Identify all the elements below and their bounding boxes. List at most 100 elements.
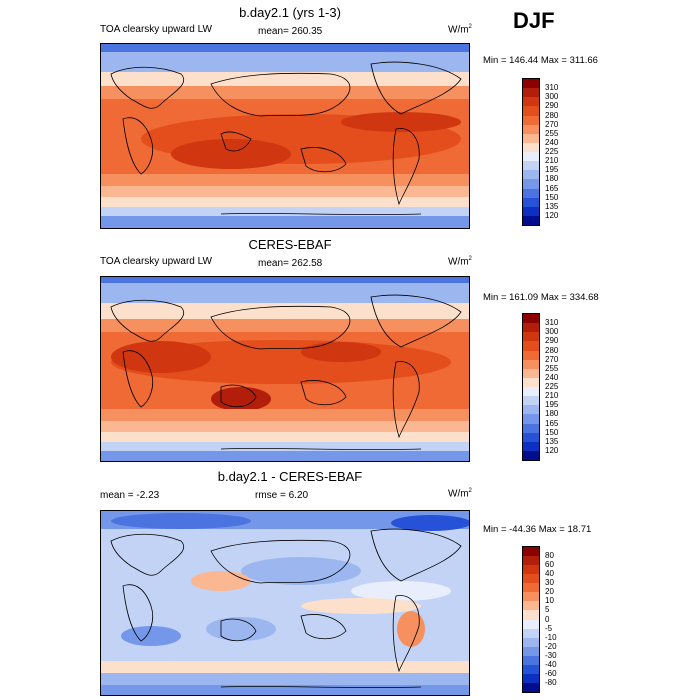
colorbar-swatch <box>523 637 539 647</box>
colorbar-swatch <box>523 206 539 216</box>
colorbar-tick-label: -60 <box>545 668 557 678</box>
panel3-map <box>100 510 470 696</box>
colorbar-tick-label: 180 <box>545 409 559 419</box>
colorbar-tick-label: 270 <box>545 354 559 364</box>
colorbar-tick-label: 5 <box>545 605 550 615</box>
colorbar-swatch <box>523 673 539 683</box>
panel2-units: W/m2 <box>448 256 472 268</box>
colorbar-tick-label: 225 <box>545 147 559 156</box>
colorbar-tick-label: 150 <box>545 427 559 437</box>
colorbar-swatch <box>523 350 539 360</box>
colorbar-tick-label: 240 <box>545 372 559 382</box>
panel3-title: b.day2.1 - CERES-EBAF <box>217 469 363 484</box>
colorbar-swatch <box>523 188 539 198</box>
colorbar-swatch <box>523 97 539 107</box>
colorbar-tick-label: 225 <box>545 382 559 391</box>
colorbar-tick-label: -5 <box>545 623 553 633</box>
colorbar-tick-label: 255 <box>545 363 559 373</box>
colorbar-tick-label: 10 <box>545 596 554 606</box>
colorbar-swatch <box>523 664 539 674</box>
colorbar-swatch <box>523 396 539 406</box>
colorbar-swatch <box>523 655 539 665</box>
colorbar-swatch <box>523 432 539 442</box>
colorbar-tick-label: 30 <box>545 578 554 588</box>
colorbar-tick-label: 165 <box>545 418 559 428</box>
colorbar-tick-label: 165 <box>545 183 559 193</box>
colorbar-swatch <box>523 387 539 397</box>
colorbar-swatch <box>523 368 539 378</box>
panel1-units: W/m2 <box>448 24 472 36</box>
colorbar-tick-label: 290 <box>545 101 559 111</box>
colorbar-swatch <box>523 124 539 134</box>
colorbar-swatch <box>523 556 539 566</box>
colorbar-swatch <box>523 423 539 433</box>
colorbar-swatch <box>523 152 539 162</box>
panel2-minmax: Min = 161.09 Max = 334.68 <box>483 292 599 303</box>
colorbar-tick-label: -80 <box>545 677 557 687</box>
colorbar-swatch <box>523 170 539 180</box>
colorbar-tick-label: 290 <box>545 336 559 346</box>
colorbar-tick-label: 210 <box>545 156 559 166</box>
colorbar-tick-label: 20 <box>545 587 554 597</box>
panel3-colorbar <box>522 546 540 693</box>
colorbar-swatch <box>523 341 539 351</box>
colorbar-swatch <box>523 601 539 611</box>
colorbar-tick-label: 135 <box>545 436 559 446</box>
colorbar-swatch <box>523 682 539 692</box>
colorbar-tick-label: 280 <box>545 110 559 120</box>
colorbar-swatch <box>523 441 539 451</box>
colorbar-swatch <box>523 133 539 143</box>
panel2-colorbar <box>522 313 540 461</box>
colorbar-swatch <box>523 628 539 638</box>
panel2-map <box>100 276 470 462</box>
colorbar-tick-label: -30 <box>545 650 557 660</box>
colorbar-tick-label: 80 <box>545 551 554 561</box>
panel1-colorbar <box>522 78 540 226</box>
colorbar-swatch <box>523 405 539 415</box>
colorbar-tick-label: 300 <box>545 92 559 102</box>
panel3-mean: mean = -2.23 <box>100 490 160 501</box>
colorbar-tick-label: 310 <box>545 83 559 93</box>
colorbar-tick-label: 135 <box>545 201 559 211</box>
colorbar-tick-label: -20 <box>545 641 557 651</box>
colorbar-swatch <box>523 106 539 116</box>
colorbar-swatch <box>523 574 539 584</box>
colorbar-swatch <box>523 79 539 89</box>
colorbar-tick-label: 0 <box>545 614 550 624</box>
panel3-rmse: rmse = 6.20 <box>255 490 309 501</box>
colorbar-swatch <box>523 88 539 98</box>
panel2-title: CERES-EBAF <box>248 237 332 252</box>
panel1-minmax: Min = 146.44 Max = 311.66 <box>483 55 598 66</box>
colorbar-swatch <box>523 547 539 557</box>
colorbar-tick-label: 180 <box>545 174 559 184</box>
colorbar-tick-label: 310 <box>545 318 559 328</box>
colorbar-tick-label: -40 <box>545 659 557 669</box>
colorbar-tick-label: 255 <box>545 128 559 138</box>
colorbar-swatch <box>523 161 539 171</box>
colorbar-tick-label: 150 <box>545 192 559 202</box>
colorbar-swatch <box>523 592 539 602</box>
colorbar-swatch <box>523 646 539 656</box>
panel3-units: W/m2 <box>448 488 472 500</box>
colorbar-swatch <box>523 142 539 152</box>
colorbar-swatch <box>523 450 539 460</box>
panel2-mean: mean= 262.58 <box>258 258 323 269</box>
panel1-map <box>100 43 470 229</box>
colorbar-swatch <box>523 377 539 387</box>
colorbar-swatch <box>523 115 539 125</box>
colorbar-swatch <box>523 610 539 620</box>
colorbar-swatch <box>523 332 539 342</box>
colorbar-tick-label: 270 <box>545 119 559 129</box>
colorbar-tick-label: 195 <box>545 165 559 175</box>
colorbar-swatch <box>523 197 539 207</box>
colorbar-swatch <box>523 215 539 225</box>
colorbar-tick-label: -10 <box>545 632 557 642</box>
colorbar-swatch <box>523 619 539 629</box>
panel1-title: b.day2.1 (yrs 1-3) <box>239 5 341 20</box>
colorbar-tick-label: 210 <box>545 391 559 401</box>
colorbar-tick-label: 280 <box>545 345 559 355</box>
colorbar-swatch <box>523 359 539 369</box>
colorbar-swatch <box>523 414 539 424</box>
colorbar-tick-label: 195 <box>545 400 559 410</box>
colorbar-tick-label: 300 <box>545 327 559 337</box>
